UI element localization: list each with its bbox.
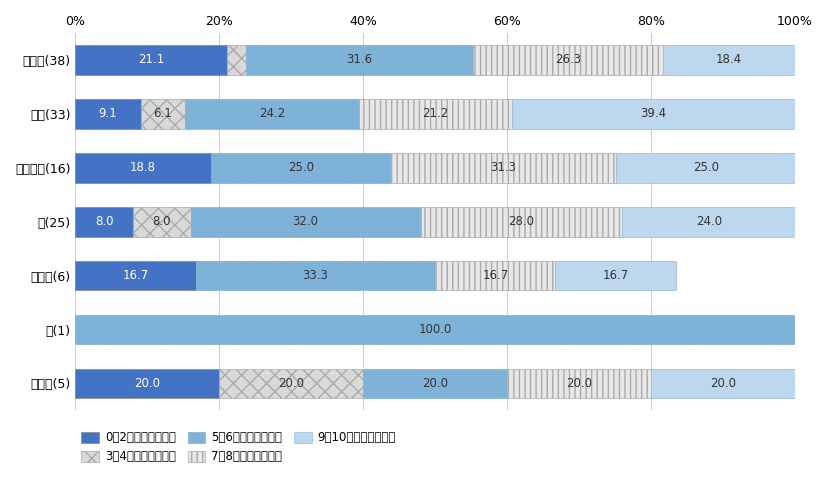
Bar	[75, 99, 141, 129]
Bar	[390, 153, 615, 183]
Legend: 0～2割程度回復した, 3～4割程度回復した, 5～6割程度回復した, 7～8割程度回復した, 9～10割程度回復した: 0～2割程度回復した, 3～4割程度回復した, 5～6割程度回復した, 7～8割…	[81, 432, 395, 463]
Bar	[133, 207, 190, 237]
Text: 20.0: 20.0	[134, 377, 160, 390]
Bar	[210, 153, 390, 183]
Text: 18.4: 18.4	[715, 54, 741, 66]
Bar	[75, 261, 195, 291]
Text: 100.0: 100.0	[418, 323, 452, 336]
Text: 9.1: 9.1	[98, 107, 117, 120]
Bar	[473, 45, 662, 75]
Text: 6.1: 6.1	[153, 107, 172, 120]
Bar	[615, 153, 795, 183]
Bar	[75, 45, 227, 75]
Bar	[246, 45, 473, 75]
Text: 39.4: 39.4	[639, 107, 666, 120]
Bar	[190, 207, 420, 237]
Text: 20.0: 20.0	[710, 377, 735, 390]
Bar	[622, 207, 794, 237]
Bar	[195, 261, 435, 291]
Bar	[363, 369, 507, 398]
Text: 31.3: 31.3	[490, 161, 515, 174]
Text: 16.7: 16.7	[481, 269, 508, 282]
Bar	[507, 369, 650, 398]
Text: 16.7: 16.7	[122, 269, 148, 282]
Bar	[511, 99, 794, 129]
Text: 20.0: 20.0	[278, 377, 304, 390]
Bar	[141, 99, 184, 129]
Text: 25.0: 25.0	[692, 161, 718, 174]
Text: 20.0: 20.0	[566, 377, 591, 390]
Text: 33.3: 33.3	[302, 269, 328, 282]
Text: 25.0: 25.0	[287, 161, 313, 174]
Bar	[75, 153, 210, 183]
Bar	[358, 99, 511, 129]
Text: 32.0: 32.0	[292, 215, 318, 228]
Text: 20.0: 20.0	[422, 377, 447, 390]
Bar	[662, 45, 794, 75]
Bar	[227, 45, 246, 75]
Bar	[75, 315, 794, 344]
Text: 18.8: 18.8	[130, 161, 155, 174]
Text: 21.2: 21.2	[422, 107, 447, 120]
Text: 24.2: 24.2	[258, 107, 284, 120]
Bar	[555, 261, 675, 291]
Text: 24.0: 24.0	[695, 215, 721, 228]
Text: 26.3: 26.3	[554, 54, 581, 66]
Text: 8.0: 8.0	[152, 215, 170, 228]
Text: 16.7: 16.7	[602, 269, 628, 282]
Text: 8.0: 8.0	[95, 215, 113, 228]
Bar	[435, 261, 555, 291]
Text: 31.6: 31.6	[347, 54, 372, 66]
Bar	[420, 207, 622, 237]
Bar	[650, 369, 794, 398]
Bar	[75, 207, 133, 237]
Text: 28.0: 28.0	[508, 215, 534, 228]
Bar	[75, 369, 219, 398]
Text: 21.1: 21.1	[138, 54, 165, 66]
Bar	[219, 369, 363, 398]
Bar	[184, 99, 358, 129]
